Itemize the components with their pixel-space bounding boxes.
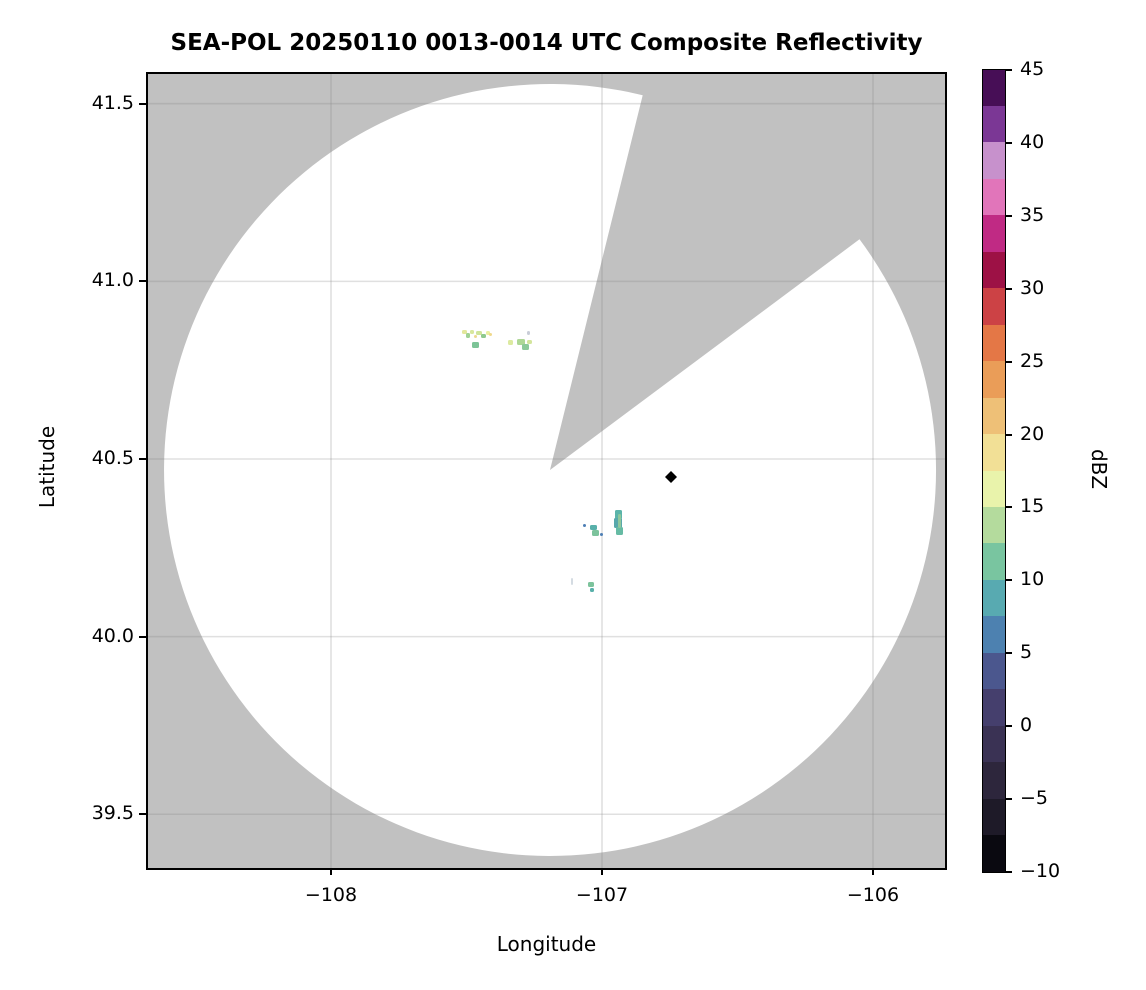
colorbar-tick-mark (1006, 871, 1012, 873)
scanned-sector (164, 84, 937, 857)
colorbar-band (982, 798, 1005, 836)
colorbar-band (982, 652, 1005, 690)
echo-cell (472, 342, 479, 348)
y-tick-label: 40.5 (91, 446, 134, 469)
y-tick-label: 41.0 (91, 269, 134, 292)
echo-cell (527, 331, 530, 335)
colorbar-band (982, 178, 1005, 216)
echo-cell (571, 578, 573, 585)
plot-title: SEA-POL 20250110 0013-0014 UTC Composite… (170, 30, 923, 56)
echo-cell (481, 334, 486, 338)
colorbar-tick-label: 5 (1020, 641, 1033, 664)
echo-cell (517, 339, 525, 345)
y-tick-mark (139, 280, 146, 283)
colorbar-tick-mark (1006, 287, 1012, 290)
echo-cell (590, 588, 594, 592)
echo-cell (476, 331, 482, 335)
echo-cell (522, 344, 529, 350)
colorbar-tick-label: 35 (1020, 203, 1045, 226)
echo-cell (508, 340, 513, 345)
colorbar-band (982, 762, 1005, 799)
colorbar-tick-label: 10 (1020, 568, 1045, 591)
colorbar-tick-label: 15 (1020, 495, 1045, 518)
colorbar-tick-mark (1006, 433, 1012, 436)
colorbar-tick-label: 45 (1020, 58, 1045, 80)
echo-cell (616, 527, 623, 535)
colorbar-tick-mark (1006, 214, 1012, 217)
colorbar-band (982, 324, 1005, 362)
radar-scan-svg (148, 74, 945, 868)
colorbar-band (982, 470, 1005, 507)
colorbar (981, 68, 1006, 873)
colorbar-tick-label: 30 (1020, 276, 1045, 299)
colorbar-tick-mark (1006, 579, 1012, 582)
x-tick-mark (330, 868, 332, 875)
echo-cell (489, 333, 492, 336)
colorbar-band (982, 689, 1005, 726)
colorbar-tick-mark (1006, 506, 1012, 509)
colorbar-band (982, 616, 1005, 653)
colorbar-tick-mark (1006, 725, 1012, 728)
echo-cell (486, 331, 490, 335)
colorbar-band (982, 361, 1005, 398)
x-tick-label: −108 (304, 884, 358, 906)
x-tick-mark (601, 868, 603, 875)
colorbar-tick-mark (1006, 69, 1012, 71)
y-tick-label: 40.0 (91, 624, 134, 647)
colorbar-label: dBZ (1087, 448, 1111, 490)
echo-cell (583, 524, 586, 527)
echo-cell (618, 514, 621, 528)
echo-cell (527, 340, 532, 344)
colorbar-band (982, 543, 1005, 580)
colorbar-tick-label: 40 (1020, 130, 1045, 153)
echo-cell (474, 335, 477, 338)
colorbar-band (982, 142, 1005, 179)
colorbar-band (982, 105, 1005, 143)
colorbar-band (982, 579, 1005, 617)
colorbar-band (982, 69, 1005, 106)
plot-area (146, 72, 947, 870)
colorbar-band (982, 434, 1005, 471)
colorbar-band (982, 288, 1005, 325)
colorbar-tick-label: 25 (1020, 349, 1045, 372)
colorbar-band (982, 725, 1005, 763)
colorbar-band (982, 506, 1005, 544)
colorbar-tick-mark (1006, 141, 1012, 144)
echo-cell (588, 582, 594, 587)
x-axis-label: Longitude (496, 932, 597, 956)
colorbar-band (982, 835, 1005, 872)
colorbar-tick-label: −5 (1020, 787, 1049, 810)
y-tick-mark (139, 102, 146, 105)
x-tick-label: −106 (846, 884, 900, 906)
x-tick-mark (871, 868, 874, 875)
colorbar-tick-label: −10 (1020, 860, 1061, 882)
echo-cell (466, 333, 470, 338)
y-tick-label: 41.5 (91, 91, 134, 114)
y-tick-mark (139, 457, 146, 460)
colorbar-tick-mark (1006, 360, 1012, 363)
colorbar-tick-mark (1006, 652, 1012, 655)
site-marker-diamond (664, 471, 677, 484)
y-tick-label: 39.5 (91, 802, 134, 825)
y-tick-mark (139, 813, 146, 816)
colorbar-tick-mark (1006, 798, 1012, 801)
y-tick-mark (139, 635, 146, 638)
x-tick-label: −107 (575, 884, 629, 906)
echo-cell (600, 533, 603, 536)
colorbar-band (982, 251, 1005, 289)
colorbar-band (982, 215, 1005, 252)
echo-cell (462, 330, 467, 334)
echo-cell (590, 525, 597, 530)
echo-cell (470, 330, 474, 334)
y-axis-label: Latitude (35, 425, 59, 509)
colorbar-tick-label: 20 (1020, 422, 1045, 445)
colorbar-tick-label: 0 (1020, 714, 1033, 737)
colorbar-band (982, 397, 1005, 435)
echo-cell (592, 530, 599, 536)
